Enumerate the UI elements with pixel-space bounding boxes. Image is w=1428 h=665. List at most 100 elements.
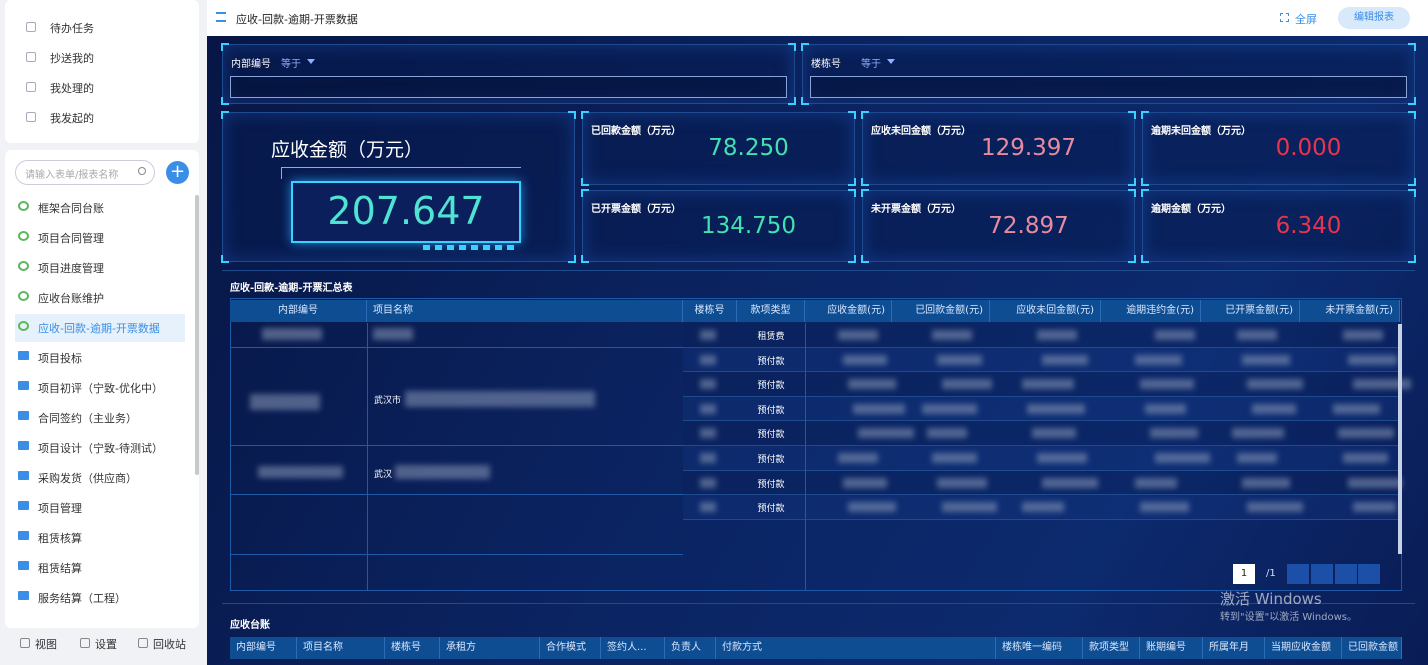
menu-item[interactable]: 项目合同管理 bbox=[38, 232, 104, 245]
panel-corner bbox=[848, 111, 856, 119]
payment-type: 租赁费 bbox=[757, 332, 785, 342]
panel-corner bbox=[788, 97, 796, 105]
filter-input[interactable] bbox=[810, 76, 1407, 98]
ledger-header-cell[interactable]: 签约人... bbox=[601, 637, 665, 659]
menu-icon bbox=[18, 381, 29, 390]
task-item[interactable]: 我处理的 bbox=[50, 82, 94, 95]
ledger-header-cell[interactable]: 楼栋唯一编码 bbox=[996, 637, 1083, 659]
menu-icon bbox=[18, 261, 29, 271]
search-box[interactable]: 请输入表单/报表名称 bbox=[15, 160, 155, 185]
page-nav-button[interactable] bbox=[1287, 564, 1309, 584]
filter-label: 楼栋号 bbox=[811, 59, 841, 70]
menu-item[interactable]: 项目初评（宁致-优化中） bbox=[38, 382, 163, 395]
redacted-cell bbox=[848, 379, 896, 390]
redacted-cell bbox=[848, 502, 896, 513]
footer-icon bbox=[138, 638, 148, 648]
redacted-cell bbox=[1042, 354, 1088, 365]
redacted-cell bbox=[1135, 354, 1182, 365]
redacted-cell bbox=[1247, 379, 1303, 390]
redacted-cell bbox=[1343, 330, 1383, 340]
menu-item[interactable]: 项目设计（宁致-待测试） bbox=[38, 442, 163, 455]
fullscreen-button[interactable]: 全屏 bbox=[1295, 13, 1317, 26]
task-icon bbox=[26, 82, 36, 92]
redacted-cell bbox=[700, 428, 716, 439]
menu-item[interactable]: 项目投标 bbox=[38, 352, 82, 365]
page-nav-button[interactable] bbox=[1335, 564, 1357, 584]
task-item[interactable]: 我发起的 bbox=[50, 112, 94, 125]
ledger-header-cell[interactable]: 所属年月 bbox=[1203, 637, 1265, 659]
kpi-value: 134.750 bbox=[700, 213, 797, 239]
menu-item[interactable]: 服务结算（工程） bbox=[38, 592, 126, 605]
menu-item[interactable]: 租赁核算 bbox=[38, 532, 82, 545]
redacted-cell bbox=[405, 391, 595, 407]
table-header-cell: 已回款金额(元) bbox=[892, 300, 990, 322]
edit-report-button[interactable]: 编辑报表 bbox=[1338, 7, 1410, 29]
table-header-cell: 逾期违约金(元) bbox=[1101, 300, 1201, 322]
table-header-cell: 应收未回金额(元) bbox=[990, 300, 1101, 322]
merged-cell bbox=[230, 323, 683, 348]
menu-item[interactable]: 合同签约（主业务） bbox=[38, 412, 137, 425]
table-header-cell: 项目名称 bbox=[367, 300, 683, 322]
panel-corner bbox=[221, 255, 229, 263]
kpi-main-stripes bbox=[423, 245, 518, 250]
payment-type: 预付款 bbox=[757, 405, 785, 416]
ledger-header-cell[interactable]: 已回款金额 bbox=[1342, 637, 1402, 659]
menu-item[interactable]: 项目进度管理 bbox=[38, 262, 104, 275]
menu-item[interactable]: 采购发货（供应商） bbox=[38, 472, 137, 485]
menu-icon bbox=[18, 531, 29, 540]
menu-icon bbox=[18, 561, 29, 570]
redacted-cell bbox=[927, 428, 967, 439]
filter-operator[interactable]: 等于 bbox=[281, 59, 301, 70]
redacted-cell bbox=[700, 379, 716, 390]
task-item[interactable]: 抄送我的 bbox=[50, 52, 94, 65]
panel-corner bbox=[861, 189, 869, 197]
filter-operator[interactable]: 等于 bbox=[861, 59, 881, 70]
redacted-cell bbox=[395, 465, 490, 479]
menu-item[interactable]: 应收-回款-逾期-开票数据 bbox=[38, 322, 160, 335]
menu-icon bbox=[18, 441, 29, 450]
ledger-header-cell[interactable]: 付款方式 bbox=[716, 637, 996, 659]
task-icon bbox=[26, 22, 36, 32]
ledger-header-cell[interactable]: 账期编号 bbox=[1140, 637, 1203, 659]
menu-icon bbox=[18, 321, 29, 331]
page-total: /1 bbox=[1266, 568, 1276, 579]
ledger-header-cell[interactable]: 款项类型 bbox=[1083, 637, 1140, 659]
panel-corner bbox=[1141, 111, 1149, 119]
panel-corner bbox=[1408, 111, 1416, 119]
ledger-header-cell[interactable]: 当期应收金额 bbox=[1265, 637, 1342, 659]
menu-toggle[interactable] bbox=[216, 12, 226, 22]
footer-item[interactable]: 回收站 bbox=[153, 638, 186, 651]
menu-item[interactable]: 框架合同台账 bbox=[38, 202, 104, 215]
menu-item[interactable]: 应收台账维护 bbox=[38, 292, 104, 305]
ledger-header-cell[interactable]: 合作模式 bbox=[540, 637, 601, 659]
ledger-header-cell[interactable]: 楼栋号 bbox=[385, 637, 440, 659]
task-item[interactable]: 待办任务 bbox=[50, 22, 94, 35]
kpi-panel: 已开票金额（万元） 134.750 bbox=[581, 189, 856, 263]
footer-item[interactable]: 设置 bbox=[95, 638, 117, 651]
redacted-cell bbox=[1348, 477, 1402, 488]
page-nav-button[interactable] bbox=[1358, 564, 1380, 584]
page-nav-button[interactable] bbox=[1311, 564, 1333, 584]
filter-input[interactable] bbox=[230, 76, 787, 98]
task-card bbox=[5, 0, 199, 143]
redacted-cell bbox=[922, 403, 977, 414]
ledger-header-cell[interactable]: 内部编号 bbox=[230, 637, 297, 659]
add-button[interactable]: + bbox=[166, 161, 189, 184]
ledger-header-cell[interactable]: 负责人 bbox=[665, 637, 716, 659]
page-number[interactable]: 1 bbox=[1233, 564, 1255, 584]
redacted-cell bbox=[937, 354, 982, 365]
redacted-cell bbox=[838, 453, 878, 463]
ledger-header-cell[interactable]: 承租方 bbox=[440, 637, 540, 659]
ledger-header-cell[interactable]: 项目名称 bbox=[297, 637, 385, 659]
menu-item[interactable]: 租赁结算 bbox=[38, 562, 82, 575]
table-header-cell: 款项类型 bbox=[737, 300, 805, 322]
menu-item[interactable]: 项目管理 bbox=[38, 502, 82, 515]
panel-corner bbox=[861, 111, 869, 119]
footer-item[interactable]: 视图 bbox=[35, 638, 57, 651]
kpi-value: 72.897 bbox=[988, 213, 1069, 239]
panel-corner bbox=[221, 43, 229, 51]
summary-section bbox=[222, 270, 1415, 596]
panel-corner bbox=[1408, 255, 1416, 263]
payment-type: 预付款 bbox=[757, 504, 785, 515]
